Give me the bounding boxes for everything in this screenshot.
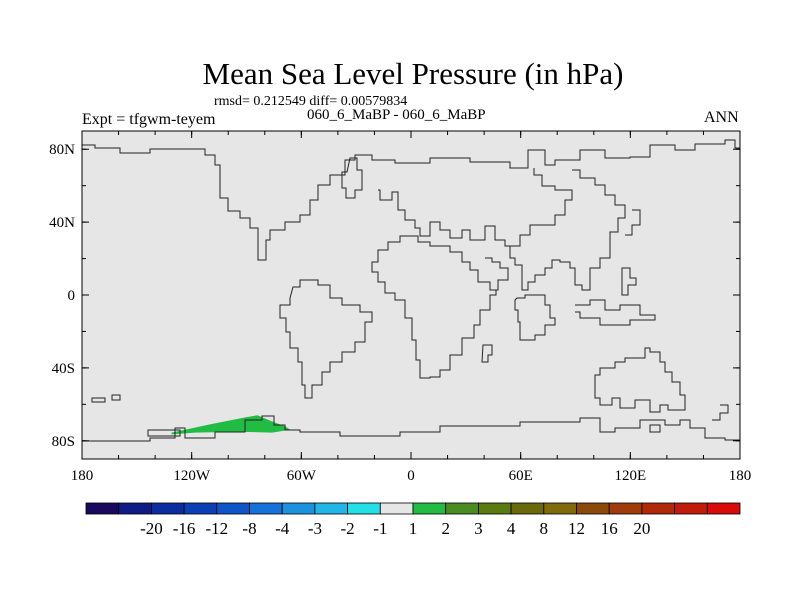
colorbar-swatch [412,502,447,515]
chart-subtitle: 060_6_MaBP - 060_6_MaBP [307,107,486,123]
colorbar-swatch [641,502,676,515]
coastline-europe [378,168,573,247]
colorbar-swatch [150,502,185,515]
colorbar-swatch [183,502,218,515]
x-axis: 180 120W 60W 0 60E 120E 180 [71,131,752,484]
coastline-australia [594,347,686,413]
colorbar-swatch [85,502,120,515]
colorbar-swatch [608,502,643,515]
x-tick-label: 60E [509,468,533,484]
colorbar-swatch [379,502,414,515]
colorbar-swatch [249,502,283,515]
colorbar-swatch [477,502,512,515]
x-tick-label: 0 [407,468,415,484]
colorbar-swatch [445,502,479,515]
x-tick-label: 120E [614,468,646,484]
colorbar-label: 8 [540,519,549,538]
colorbar [85,502,741,515]
y-axis: 80N 40N 0 40S 80S [49,142,740,450]
colorbar-swatch [706,502,741,515]
coastline-ice-shelf [147,429,181,437]
colorbar-label: 1 [409,519,418,538]
coastlines [82,139,740,442]
colorbar-swatch [674,502,708,515]
experiment-label: Expt = tfgwm-teyem [82,111,216,128]
coastline-india [514,294,556,341]
map-background [82,131,740,459]
coastline-japan [625,209,641,236]
coastline-antarctica [82,415,740,442]
colorbar-label: 2 [441,519,450,538]
x-tick-label: 120W [173,468,211,484]
colorbar-labels: -20 -16 -12 -8 -4 -3 -2 -1 1 2 3 4 8 12 16 20 [140,519,650,538]
coastline-madagascar [481,344,493,363]
colorbar-swatch [543,502,577,515]
y-tick-label: 40N [49,215,75,231]
y-tick-label: 40S [52,361,75,377]
colorbar-label: 12 [568,519,585,538]
x-tick-label: 180 [71,468,94,484]
colorbar-label: -12 [205,519,228,538]
y-tick-label: 80S [52,434,75,450]
colorbar-swatch [314,502,348,515]
coastline-greenland [341,157,363,199]
colorbar-swatch [216,502,250,515]
colorbar-label: 20 [633,519,650,538]
coastline-arctic [82,139,740,261]
colorbar-label: -8 [242,519,256,538]
colorbar-label: -16 [173,519,196,538]
coastline-africa [371,235,497,379]
colorbar-swatch [347,502,381,515]
colorbar-label: 3 [474,519,483,538]
y-tick-label: 0 [68,288,76,304]
coastline-indonesia [575,299,656,326]
coastline-arabia [485,257,509,291]
colorbar-label: -2 [341,519,355,538]
coastline-asia-south [505,169,626,291]
coastline-south-america [279,279,373,399]
x-tick-label: 180 [729,468,752,484]
coastline-island-2 [111,394,121,401]
colorbar-swatch [576,502,610,515]
coastline-island-1 [91,397,106,403]
coastline-new-zealand [712,404,729,421]
season-label: ANN [704,109,739,126]
coastline-philippines [621,267,637,296]
colorbar-swatch [510,502,545,515]
colorbar-swatch [281,502,316,515]
y-tick-label: 80N [49,142,75,158]
x-tick-label: 60W [287,468,317,484]
coastline-tasmania [649,424,661,433]
stats-line: rmsd= 0.212549 diff= 0.00579834 [214,94,408,109]
colorbar-label: 16 [601,519,618,538]
colorbar-label: 4 [507,519,516,538]
colorbar-label: -4 [275,519,290,538]
colorbar-label: -20 [140,519,163,538]
colorbar-label: -1 [373,519,387,538]
chart-title: Mean Sea Level Pressure (in hPa) [202,56,624,91]
colorbar-label: -3 [308,519,322,538]
colorbar-swatch [118,502,152,515]
